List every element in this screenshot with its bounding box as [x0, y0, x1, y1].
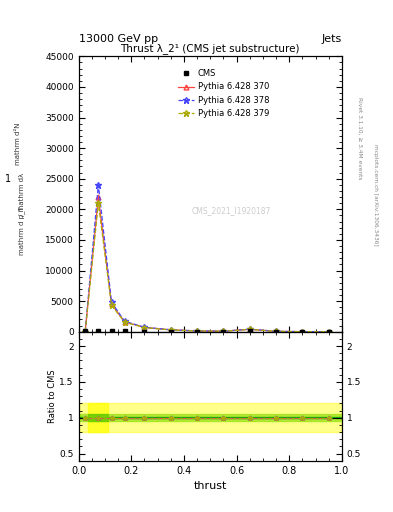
Pythia 6.428 379: [195, 328, 200, 334]
Text: CMS_2021_I1920187: CMS_2021_I1920187: [192, 206, 271, 215]
Pythia 6.428 370: [300, 329, 305, 335]
Pythia 6.428 378: [142, 324, 147, 330]
Pythia 6.428 378: [274, 328, 278, 334]
Pythia 6.428 379: [122, 319, 127, 325]
Pythia 6.428 370: [96, 194, 101, 200]
Pythia 6.428 370: [248, 326, 252, 332]
Pythia 6.428 379: [274, 328, 278, 334]
Pythia 6.428 378: [326, 329, 331, 335]
CMS: [248, 328, 252, 334]
CMS: [109, 328, 114, 334]
CMS: [83, 328, 88, 334]
Pythia 6.428 370: [109, 301, 114, 307]
Pythia 6.428 379: [142, 325, 147, 331]
Legend: CMS, Pythia 6.428 370, Pythia 6.428 378, Pythia 6.428 379: CMS, Pythia 6.428 370, Pythia 6.428 378,…: [174, 66, 272, 121]
CMS: [168, 329, 173, 335]
CMS: [142, 329, 147, 335]
Text: 13000 GeV pp: 13000 GeV pp: [79, 33, 158, 44]
Title: Thrust λ_2¹ (CMS jet substructure): Thrust λ_2¹ (CMS jet substructure): [121, 43, 300, 54]
CMS: [326, 329, 331, 335]
Pythia 6.428 379: [300, 329, 305, 335]
Text: / mathrm dλ: / mathrm dλ: [18, 173, 25, 216]
Text: Rivet 3.1.10, ≥ 3.4M events: Rivet 3.1.10, ≥ 3.4M events: [357, 97, 362, 180]
Pythia 6.428 379: [83, 329, 88, 335]
Line: CMS: CMS: [83, 329, 331, 334]
Line: Pythia 6.428 378: Pythia 6.428 378: [82, 182, 332, 335]
Pythia 6.428 370: [122, 319, 127, 325]
Pythia 6.428 370: [83, 329, 88, 335]
Pythia 6.428 378: [109, 299, 114, 305]
Pythia 6.428 370: [195, 328, 200, 334]
Bar: [88, 403, 108, 432]
Pythia 6.428 370: [274, 328, 278, 334]
Pythia 6.428 378: [195, 328, 200, 334]
Text: mcplots.cern.ch [arXiv:1306.3436]: mcplots.cern.ch [arXiv:1306.3436]: [373, 144, 378, 245]
Text: mathrm d p_T: mathrm d p_T: [18, 206, 25, 255]
Line: Pythia 6.428 379: Pythia 6.428 379: [82, 200, 332, 335]
Y-axis label: Ratio to CMS: Ratio to CMS: [48, 370, 57, 423]
Pythia 6.428 378: [83, 329, 88, 335]
Pythia 6.428 370: [142, 325, 147, 331]
Pythia 6.428 370: [221, 328, 226, 334]
Pythia 6.428 378: [96, 182, 101, 188]
Pythia 6.428 370: [168, 327, 173, 333]
Bar: [79, 414, 342, 421]
CMS: [195, 329, 200, 335]
Bar: [79, 417, 342, 418]
Bar: [79, 403, 342, 432]
CMS: [274, 329, 278, 335]
Pythia 6.428 370: [326, 329, 331, 335]
CMS: [96, 328, 101, 334]
Pythia 6.428 378: [300, 329, 305, 335]
Pythia 6.428 378: [248, 326, 252, 332]
Pythia 6.428 379: [326, 329, 331, 335]
Pythia 6.428 379: [168, 327, 173, 333]
Text: mathrm d²N: mathrm d²N: [15, 122, 21, 165]
Pythia 6.428 378: [122, 318, 127, 325]
Pythia 6.428 379: [109, 302, 114, 308]
Pythia 6.428 378: [221, 328, 226, 334]
Text: Jets: Jets: [321, 33, 342, 44]
Line: Pythia 6.428 370: Pythia 6.428 370: [83, 195, 331, 334]
Bar: [88, 414, 108, 421]
CMS: [221, 329, 226, 335]
Text: 1: 1: [5, 174, 11, 184]
Pythia 6.428 379: [248, 326, 252, 332]
CMS: [122, 328, 127, 334]
X-axis label: thrust: thrust: [194, 481, 227, 491]
Pythia 6.428 379: [96, 200, 101, 206]
Pythia 6.428 379: [221, 328, 226, 334]
CMS: [300, 329, 305, 335]
Pythia 6.428 378: [168, 327, 173, 333]
